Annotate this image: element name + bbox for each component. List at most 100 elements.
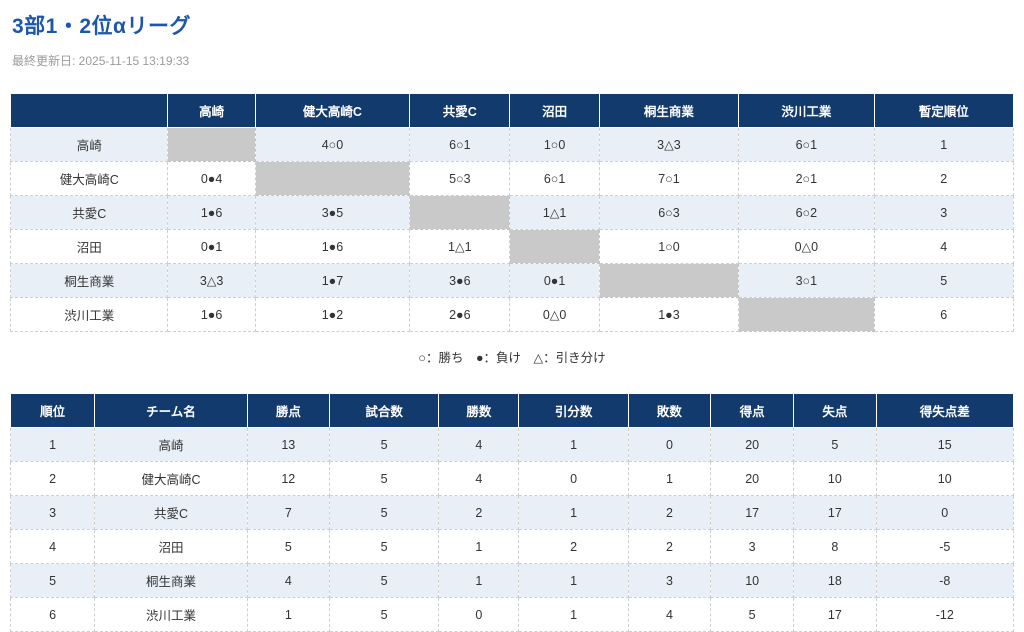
- standings-cell: 10: [793, 461, 877, 496]
- standings-cell: -12: [875, 597, 1014, 632]
- matrix-result-cell: 3△3: [167, 263, 256, 298]
- page-title: 3部1・2位αリーグ: [12, 15, 191, 38]
- matrix-rank-cell: 6: [873, 297, 1015, 332]
- standings-column-header: 勝点: [246, 393, 330, 428]
- matrix-self-cell: [409, 195, 511, 230]
- standings-cell: 7: [246, 495, 330, 530]
- standings-header-row: 順位 チーム名 勝点 試合数 勝数 引分数 敗数 得点 失点 得失点差: [9, 393, 1014, 428]
- matrix-team-name-cell: 渋川工業: [9, 297, 169, 332]
- matrix-result-cell: 4○0: [254, 127, 411, 162]
- matrix-result-cell: 1●7: [254, 263, 411, 298]
- matrix-row: 桐生商業 3△3 1●7 3●6 0●1 3○1 5: [9, 263, 1015, 298]
- matrix-rank-cell: 1: [873, 127, 1015, 162]
- matrix-result-cell: 3○1: [738, 263, 875, 298]
- standings-column-header: 試合数: [328, 393, 440, 428]
- matrix-result-cell: 0△0: [509, 297, 600, 332]
- standings-cell: 2: [9, 461, 96, 496]
- matrix-column-header: 桐生商業: [598, 93, 740, 128]
- matrix-result-cell: 2●6: [409, 297, 511, 332]
- standings-cell: 1: [438, 563, 520, 598]
- matrix-self-cell: [167, 127, 256, 162]
- standings-cell: 4: [627, 597, 712, 632]
- standings-cell: 1: [9, 427, 96, 462]
- matrix-result-cell: 0●1: [509, 263, 600, 298]
- standings-column-header: 失点: [793, 393, 877, 428]
- standings-cell: 1: [246, 597, 330, 632]
- standings-row: 6 渋川工業 1 5 0 1 4 5 17 -12: [9, 597, 1014, 632]
- standings-cell: 5: [328, 461, 440, 496]
- standings-cell: -8: [875, 563, 1014, 598]
- matrix-result-cell: 6○1: [509, 161, 600, 196]
- standings-cell: 5: [328, 495, 440, 530]
- standings-column-header: 引分数: [518, 393, 629, 428]
- matrix-column-header: 渋川工業: [738, 93, 875, 128]
- matrix-result-cell: 1△1: [509, 195, 600, 230]
- last-updated-text: 最終更新日: 2025-11-15 13:19:33: [12, 54, 190, 68]
- matrix-column-header: 共愛C: [409, 93, 511, 128]
- matrix-team-name-cell: 健大高崎C: [9, 161, 169, 196]
- standings-cell: 0: [518, 461, 629, 496]
- standings-cell: 5: [793, 427, 877, 462]
- matrix-row: 高崎 4○0 6○1 1○0 3△3 6○1 1: [9, 127, 1015, 162]
- matrix-result-cell: 6○1: [409, 127, 511, 162]
- matrix-column-header: 健大高崎C: [254, 93, 411, 128]
- standings-cell: 1: [518, 597, 629, 632]
- matrix-team-name-cell: 桐生商業: [9, 263, 169, 298]
- standings-cell: 3: [9, 495, 96, 530]
- standings-cell: 13: [246, 427, 330, 462]
- matrix-result-cell: 1●2: [254, 297, 411, 332]
- matrix-column-header: 高崎: [167, 93, 256, 128]
- matrix-self-cell: [598, 263, 740, 298]
- standings-cell: 1: [518, 427, 629, 462]
- standings-cell: 5: [710, 597, 795, 632]
- standings-cell: 1: [518, 563, 629, 598]
- matrix-table-body: 高崎 4○0 6○1 1○0 3△3 6○1 1 健大高崎C 0●4 5○3 6○1 7○1 2○1 2 共…: [9, 127, 1015, 332]
- matrix-header-row: 高崎 健大高崎C 共愛C 沼田 桐生商業 渋川工業 暫定順位: [9, 93, 1015, 128]
- matrix-result-cell: 0●1: [167, 229, 256, 264]
- matrix-result-cell: 2○1: [738, 161, 875, 196]
- standings-cell: 渋川工業: [94, 597, 248, 632]
- matrix-result-cell: 5○3: [409, 161, 511, 196]
- standings-table-header: 順位 チーム名 勝点 試合数 勝数 引分数 敗数 得点 失点 得失点差: [9, 393, 1014, 428]
- standings-row: 5 桐生商業 4 5 1 1 3 10 18 -8: [9, 563, 1014, 598]
- standings-row: 1 高崎 13 5 4 1 0 20 5 15: [9, 427, 1014, 462]
- standings-cell: 17: [793, 495, 877, 530]
- standings-cell: 健大高崎C: [94, 461, 248, 496]
- matrix-team-name-cell: 高崎: [9, 127, 169, 162]
- matrix-rank-cell: 3: [873, 195, 1015, 230]
- matrix-result-cell: 1●3: [598, 297, 740, 332]
- matrix-result-cell: 3●5: [254, 195, 411, 230]
- matrix-result-cell: 1○0: [598, 229, 740, 264]
- matrix-result-cell: 6○3: [598, 195, 740, 230]
- standings-cell: 1: [627, 461, 712, 496]
- matrix-result-cell: 6○2: [738, 195, 875, 230]
- standings-cell: 0: [438, 597, 520, 632]
- standings-row: 3 共愛C 7 5 2 1 2 17 17 0: [9, 495, 1014, 530]
- matrix-result-cell: 1●6: [167, 195, 256, 230]
- standings-cell: 12: [246, 461, 330, 496]
- standings-column-header: 得失点差: [875, 393, 1014, 428]
- standings-cell: 4: [438, 461, 520, 496]
- standings-cell: 3: [627, 563, 712, 598]
- standings-cell: 5: [328, 597, 440, 632]
- standings-cell: 1: [518, 495, 629, 530]
- standings-cell: 5: [328, 563, 440, 598]
- matrix-result-cell: 1●6: [254, 229, 411, 264]
- standings-cell: 2: [438, 495, 520, 530]
- standings-cell: 4: [438, 427, 520, 462]
- matrix-result-cell: 3●6: [409, 263, 511, 298]
- standings-cell: 0: [627, 427, 712, 462]
- matrix-self-cell: [254, 161, 411, 196]
- standings-column-header: 勝数: [438, 393, 520, 428]
- standings-cell: 2: [627, 495, 712, 530]
- standings-cell: 5: [9, 563, 96, 598]
- matrix-team-name-cell: 沼田: [9, 229, 169, 264]
- standings-cell: 5: [328, 427, 440, 462]
- matrix-result-cell: 1○0: [509, 127, 600, 162]
- standings-cell: 10: [875, 461, 1014, 496]
- matrix-row: 沼田 0●1 1●6 1△1 1○0 0△0 4: [9, 229, 1015, 264]
- standings-column-header: 順位: [9, 393, 96, 428]
- matrix-rank-cell: 5: [873, 263, 1015, 298]
- standings-table: 順位 チーム名 勝点 試合数 勝数 引分数 敗数 得点 失点 得失点差 1 高崎 13 5 4 1 0 20 5 1…: [9, 393, 1014, 632]
